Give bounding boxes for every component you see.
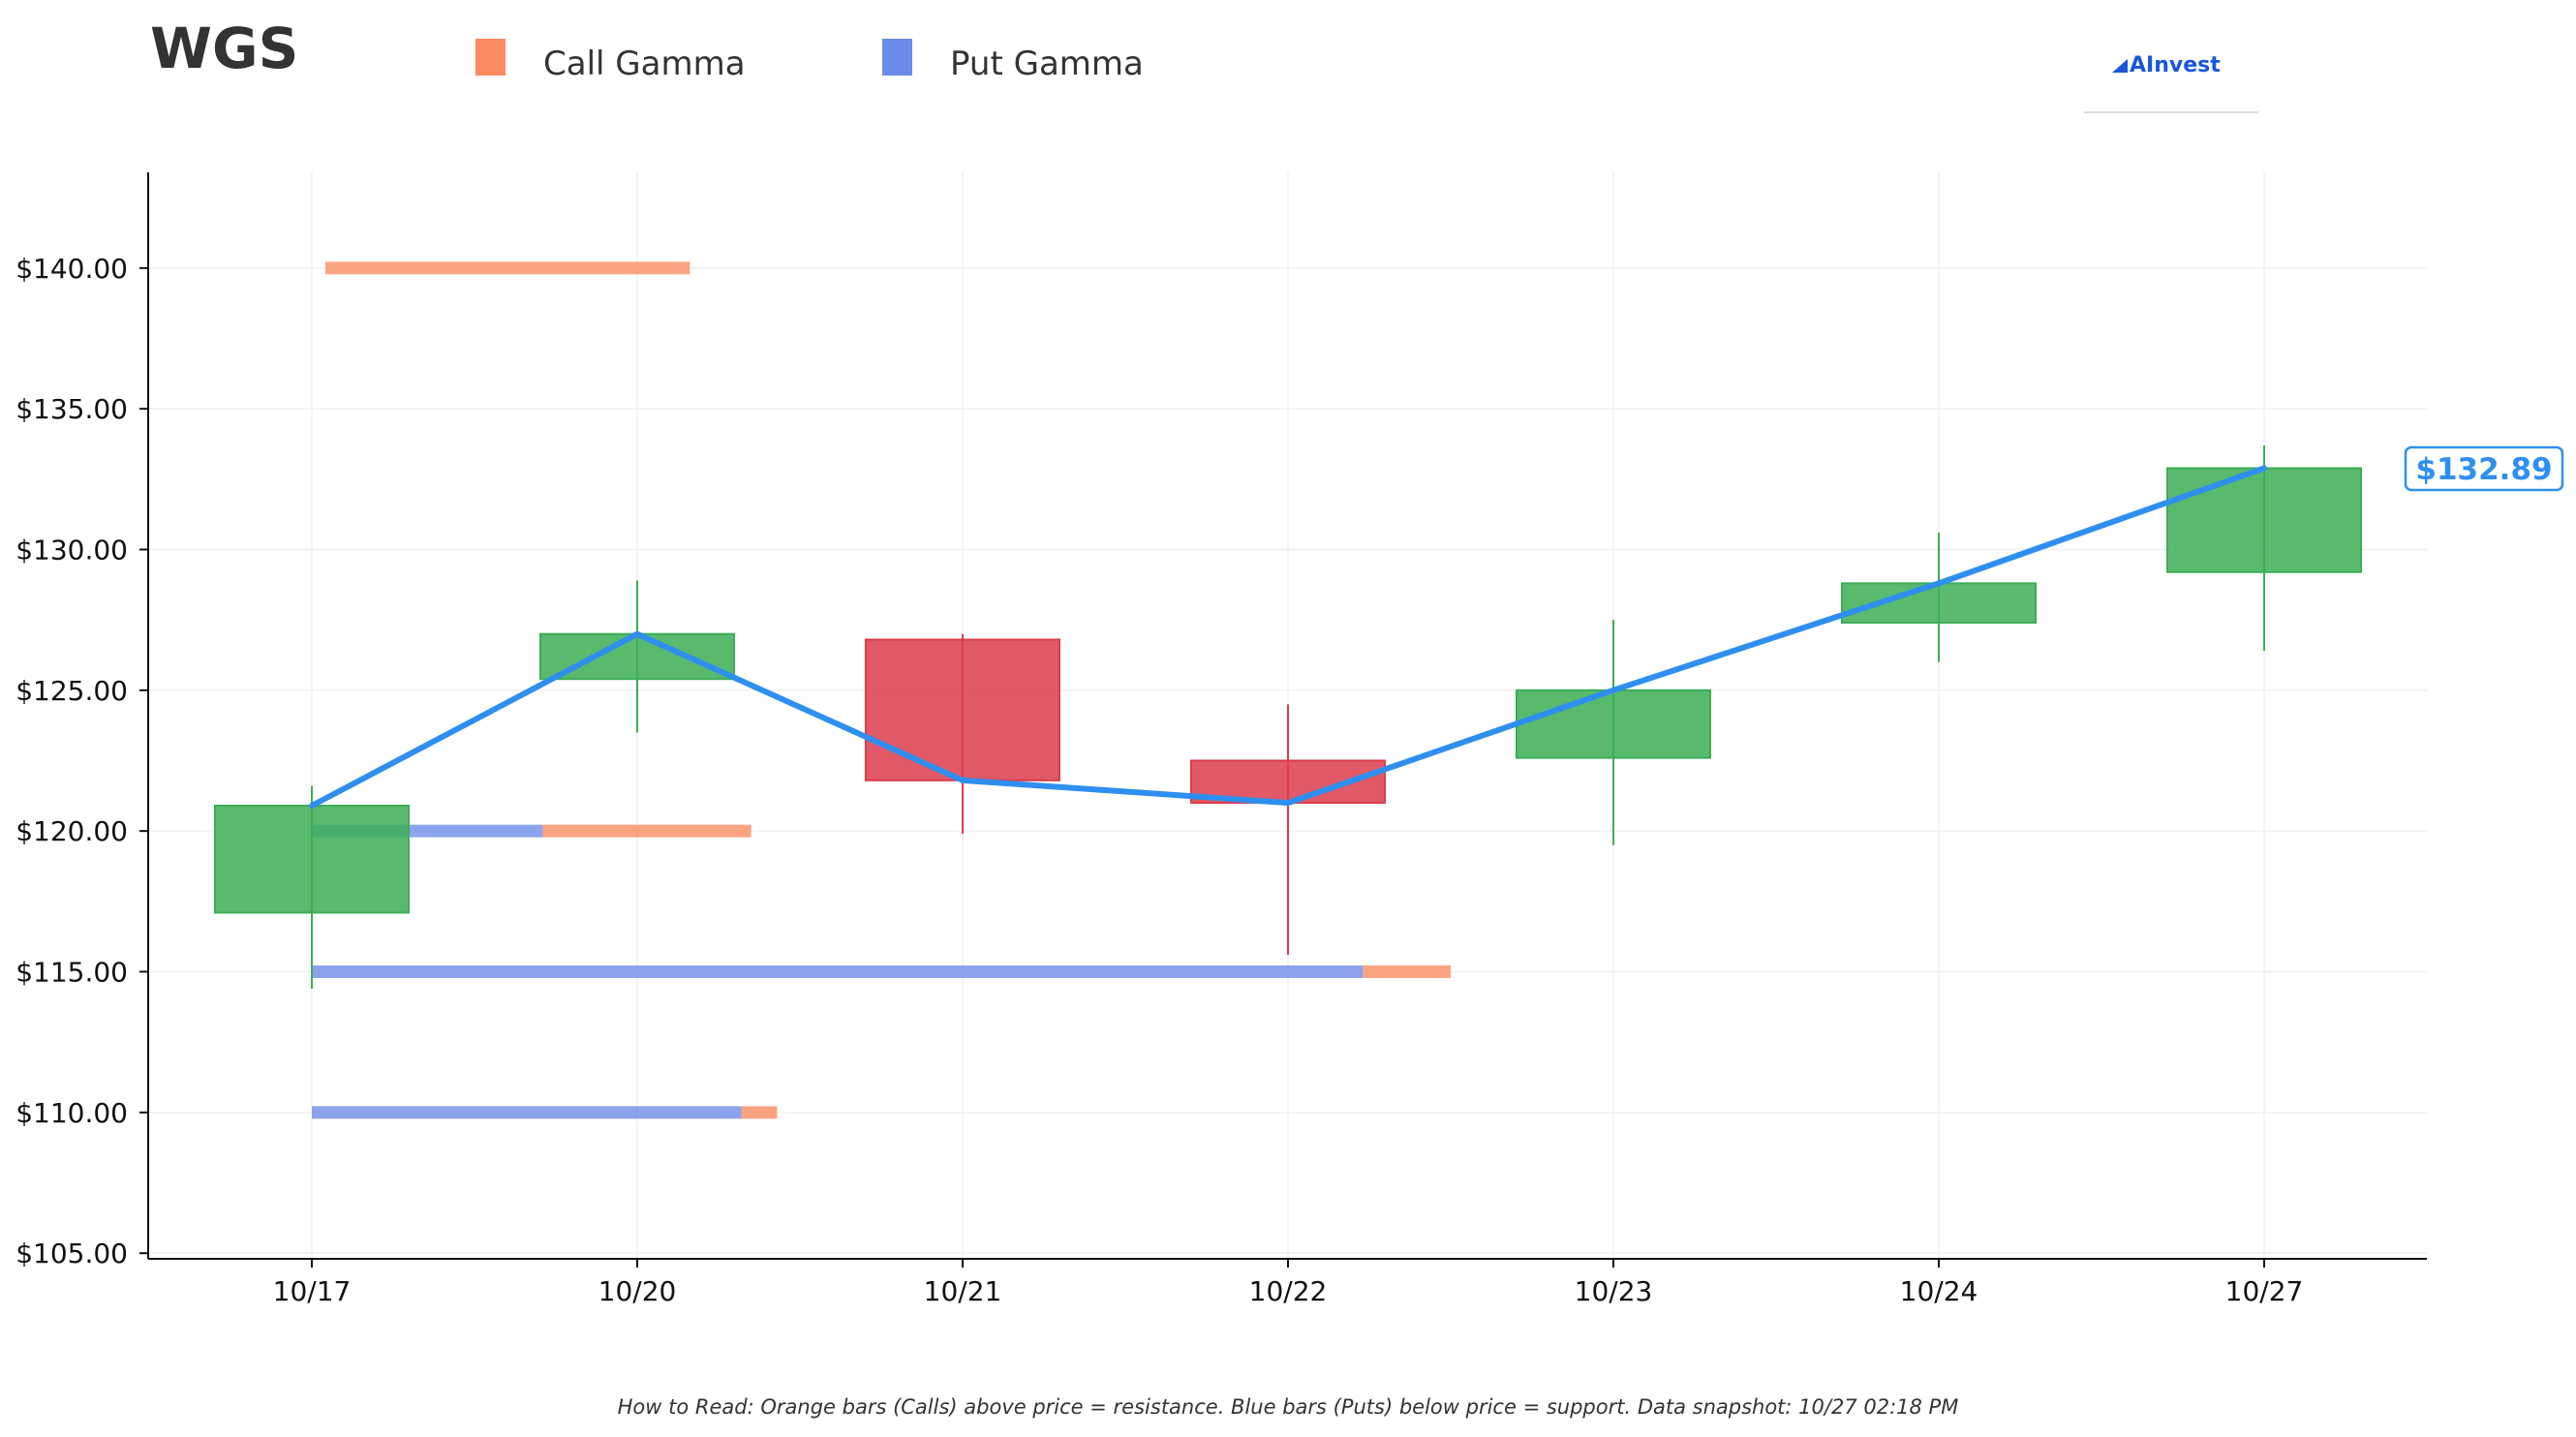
legend-label-call-gamma: Call Gamma [543, 45, 746, 83]
call-gamma-bar-140 [325, 261, 690, 275]
x-tick-label-1: 10/20 [598, 1275, 677, 1307]
axes: $105.00 $110.00 $115.00 $120.00 $125.00 $130.… [15, 172, 2427, 1307]
footnote: How to Read: Orange bars (Calls) above p… [618, 1395, 1959, 1419]
x-tick-label-6: 10/27 [2225, 1275, 2304, 1307]
x-tick-label-5: 10/24 [1900, 1275, 1978, 1307]
y-tick-label-2: $115.00 [15, 957, 128, 989]
candle-body-2 [865, 638, 1060, 781]
call-gamma-bar-110 [741, 1106, 778, 1119]
last-price-badge: $132.89 [2404, 445, 2564, 492]
y-tick-label-1: $110.00 [15, 1097, 128, 1129]
legend-swatch-put-gamma [882, 39, 912, 76]
x-tick-label-2: 10/21 [924, 1275, 1002, 1307]
last-price-box [2404, 445, 2564, 492]
candle-body-0 [214, 805, 410, 914]
x-tick-label-3: 10/22 [1249, 1275, 1328, 1307]
x-tick-label-4: 10/23 [1575, 1275, 1653, 1307]
price-line [309, 465, 2267, 810]
chart-title: WGS [150, 15, 298, 81]
last-price-label: $132.89 [2415, 452, 2552, 487]
candle-body-5 [1841, 582, 2037, 625]
legend: Call Gamma Put Gamma [475, 39, 1144, 83]
logo-mark-icon [2112, 59, 2128, 73]
y-tick-label-6: $135.00 [15, 393, 128, 425]
candle-body-4 [1516, 688, 1711, 759]
legend-label-put-gamma: Put Gamma [950, 45, 1144, 83]
y-tick-label-4: $125.00 [15, 675, 128, 707]
x-tick-label-0: 10/17 [273, 1275, 352, 1307]
put-gamma-bar-115 [312, 965, 1364, 979]
y-tick-label-0: $105.00 [15, 1238, 128, 1269]
y-tick-label-5: $130.00 [15, 535, 128, 566]
legend-swatch-call-gamma [475, 39, 506, 76]
call-gamma-bar-120 [542, 824, 751, 838]
call-gamma-bar-115 [1363, 965, 1451, 979]
y-tick-label-7: $140.00 [15, 253, 128, 285]
price-line-layer [309, 465, 2267, 810]
candles [214, 444, 2362, 989]
y-tick-label-3: $120.00 [15, 815, 128, 847]
ainvest-logo: AInvest [2084, 53, 2258, 113]
candle-body-6 [2166, 467, 2362, 573]
logo-text: AInvest [2130, 53, 2221, 77]
put-gamma-bar-110 [312, 1106, 742, 1119]
